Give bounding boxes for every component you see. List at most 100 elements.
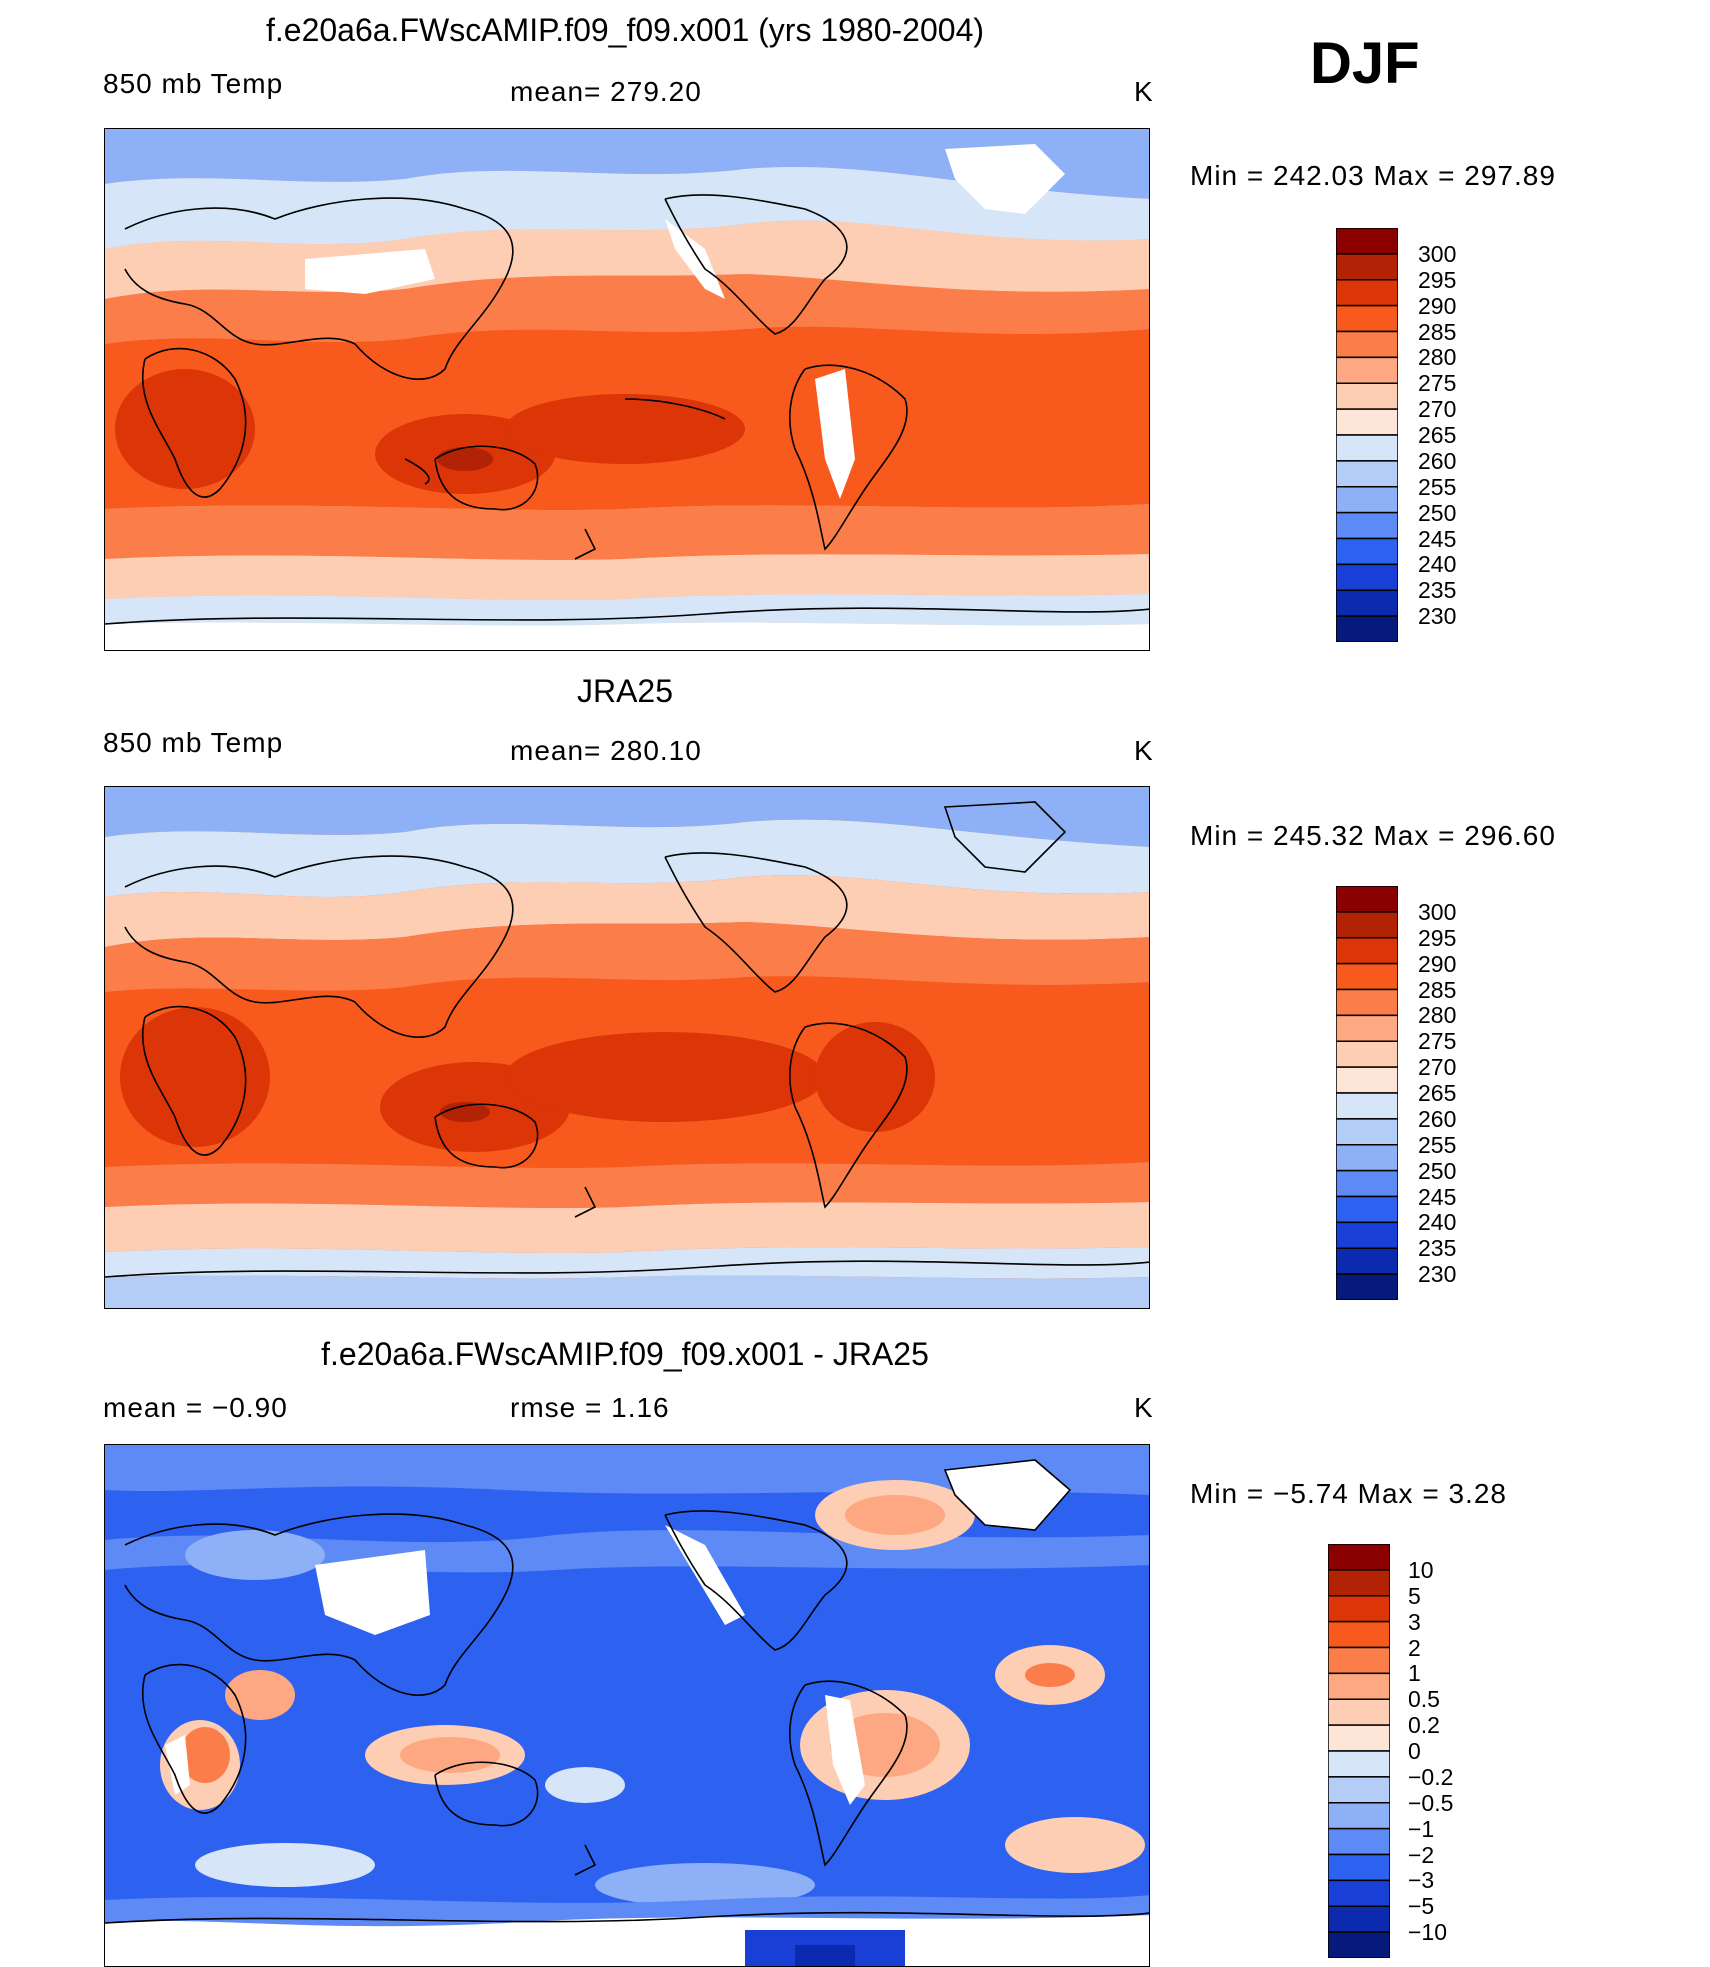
colorbar-tick-label: −0.5 [1408,1789,1454,1816]
colorbar-tick-label: 235 [1418,577,1457,604]
colorbar-tick-label: −2 [1408,1841,1435,1868]
panel-2-map [104,786,1150,1309]
colorbar-swatch [1335,962,1399,991]
panel-2-variable-label: 850 mb Temp [103,727,284,758]
colorbar-swatch [1335,537,1399,566]
colorbar-swatch [1327,1698,1391,1726]
colorbar-tick-label: 1 [1408,1660,1421,1687]
colorbar-tick-label: 285 [1418,976,1457,1003]
colorbar-swatch [1335,511,1399,540]
colorbar-tick-label: 245 [1418,1183,1457,1210]
colorbar-swatch [1327,1905,1391,1933]
colorbar-swatch [1327,1595,1391,1623]
panel-2-colorbar [1335,885,1399,1305]
colorbar-swatch [1335,1040,1399,1068]
colorbar-swatch [1335,1169,1399,1198]
colorbar-tick-label: 10 [1408,1556,1434,1583]
colorbar-swatch [1335,460,1399,488]
colorbar-swatch [1335,1066,1399,1094]
colorbar-tick-label: 230 [1418,603,1457,630]
colorbar-tick-label: 0 [1408,1738,1421,1764]
colorbar-swatch [1335,434,1399,462]
colorbar-swatch [1327,1620,1391,1649]
colorbar-tick-label: −10 [1408,1919,1448,1946]
colorbar-tick-label: 285 [1418,318,1457,345]
panel-3-map [104,1444,1150,1967]
panel-3-minmax: Min = −5.74 Max = 3.28 [1190,1478,1507,1509]
colorbar-tick-label: 240 [1418,1209,1457,1236]
colorbar-tick-label: 0.5 [1408,1686,1440,1713]
colorbar-tick-label: 275 [1418,370,1457,397]
colorbar-swatch [1335,279,1399,307]
colorbar-tick-label: 240 [1418,551,1457,578]
colorbar-swatch [1327,1750,1391,1778]
colorbar-tick-label: 2 [1408,1634,1421,1661]
colorbar-swatch [1335,937,1399,965]
colorbar-swatch [1327,1672,1391,1700]
colorbar-tick-label: 280 [1418,344,1457,371]
colorbar-swatch [1335,253,1399,281]
colorbar-swatch [1327,1543,1391,1571]
colorbar-swatch [1335,330,1399,359]
colorbar-swatch [1335,1247,1399,1275]
panel-3-title: f.e20a6a.FWscAMIP.f09_f09.x001 - JRA25 [321,1336,929,1372]
colorbar-swatch [1327,1853,1391,1882]
colorbar-swatch [1335,1118,1399,1146]
colorbar-swatch [1335,1014,1399,1042]
colorbar-swatch [1335,486,1399,514]
colorbar-tick-label: 230 [1418,1261,1457,1288]
panel-2-title: JRA25 [576,673,674,709]
colorbar-swatch [1335,1195,1399,1224]
colorbar-tick-label: 265 [1418,1080,1457,1106]
colorbar-swatch [1327,1646,1391,1675]
colorbar-swatch [1335,227,1399,255]
panel-1-colorbar [1335,227,1399,647]
colorbar-swatch [1335,563,1399,591]
panel-3-rmse-label: rmse = 1.16 [510,1392,670,1423]
colorbar-swatch [1327,1724,1391,1752]
colorbar-swatch [1335,988,1399,1017]
colorbar-swatch [1327,1931,1391,1959]
colorbar-tick-label: 270 [1418,396,1457,423]
panel-2-minmax: Min = 245.32 Max = 296.60 [1190,820,1556,851]
colorbar-tick-label: −3 [1408,1867,1435,1894]
colorbar-tick-label: 295 [1418,924,1457,951]
panel-1-mean-label: mean= 279.20 [510,76,702,107]
colorbar-tick-label: 295 [1418,266,1457,293]
colorbar-tick-label: 250 [1418,499,1457,526]
colorbar-tick-label: 255 [1418,473,1457,500]
colorbar-tick-label: 3 [1408,1608,1421,1635]
colorbar-tick-label: 5 [1408,1582,1421,1609]
colorbar-swatch [1335,615,1399,643]
panel-3-mean-label: mean = −0.90 [103,1392,288,1423]
colorbar-swatch [1335,911,1399,939]
colorbar-swatch [1335,1144,1399,1172]
colorbar-tick-label: 290 [1418,292,1457,319]
colorbar-tick-label: 265 [1418,422,1457,448]
colorbar-tick-label: 275 [1418,1028,1457,1055]
colorbar-swatch [1335,382,1399,410]
colorbar-tick-label: −1 [1408,1815,1435,1842]
colorbar-tick-label: 255 [1418,1131,1457,1158]
panel-3-colorbar [1327,1543,1391,1963]
colorbar-swatch [1327,1827,1391,1856]
panel-2-mean-label: mean= 280.10 [510,735,702,766]
colorbar-swatch [1335,356,1399,384]
colorbar-swatch [1335,1092,1399,1120]
colorbar-tick-label: 260 [1418,447,1457,474]
colorbar-tick-label: 235 [1418,1235,1457,1262]
colorbar-tick-label: 0.2 [1408,1712,1440,1739]
colorbar-tick-label: −5 [1408,1893,1435,1920]
colorbar-swatch [1335,408,1399,436]
colorbar-tick-label: 245 [1418,525,1457,552]
panel-1-units: K [1134,76,1154,107]
colorbar-swatch [1335,1273,1399,1301]
colorbar-swatch [1327,1569,1391,1597]
colorbar-tick-label: 250 [1418,1157,1457,1184]
panel-1-minmax: Min = 242.03 Max = 297.89 [1190,160,1556,191]
colorbar-tick-label: 280 [1418,1002,1457,1029]
colorbar-swatch [1327,1802,1391,1830]
panel-1-title: f.e20a6a.FWscAMIP.f09_f09.x001 (yrs 1980… [265,12,985,48]
colorbar-tick-label: 260 [1418,1105,1457,1132]
panel-3-units: K [1134,1392,1154,1423]
